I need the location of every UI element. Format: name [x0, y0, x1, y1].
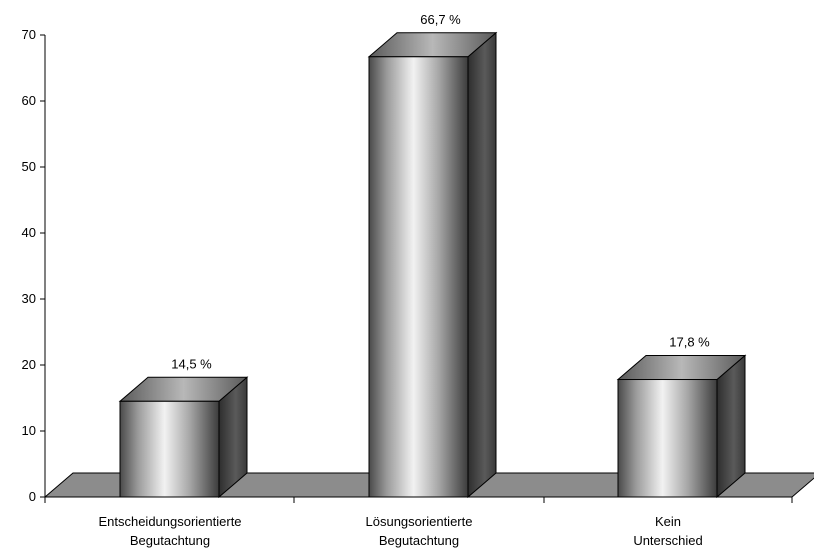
category-label: Entscheidungsorientierte Begutachtung	[98, 514, 241, 548]
data-label: 14,5 %	[171, 356, 212, 371]
bar-side	[467, 31, 497, 499]
bars	[118, 31, 747, 499]
bar-front	[368, 56, 469, 498]
category-label: Kein Unterschied	[633, 514, 702, 548]
y-tick-label: 30	[22, 291, 36, 306]
y-tick-label: 40	[22, 225, 36, 240]
bar-side	[716, 354, 746, 499]
y-tick-label: 0	[29, 489, 36, 504]
data-label: 66,7 %	[420, 12, 461, 27]
y-tick-label: 50	[22, 159, 36, 174]
labels: 14,5 % 66,7 % 17,8 % Entscheidungsorientier…	[98, 12, 710, 548]
y-tick-label: 20	[22, 357, 36, 372]
bar	[367, 31, 498, 499]
category-label: Lösungsorientierte Begutachtung	[366, 514, 473, 548]
y-tick-label: 70	[22, 27, 36, 42]
bar	[118, 376, 249, 499]
y-tick-label: 10	[22, 423, 36, 438]
data-label: 17,8 %	[669, 335, 710, 350]
y-tick-label: 60	[22, 93, 36, 108]
bar-front	[617, 379, 718, 498]
bar-front	[119, 400, 220, 498]
bar	[616, 354, 747, 499]
